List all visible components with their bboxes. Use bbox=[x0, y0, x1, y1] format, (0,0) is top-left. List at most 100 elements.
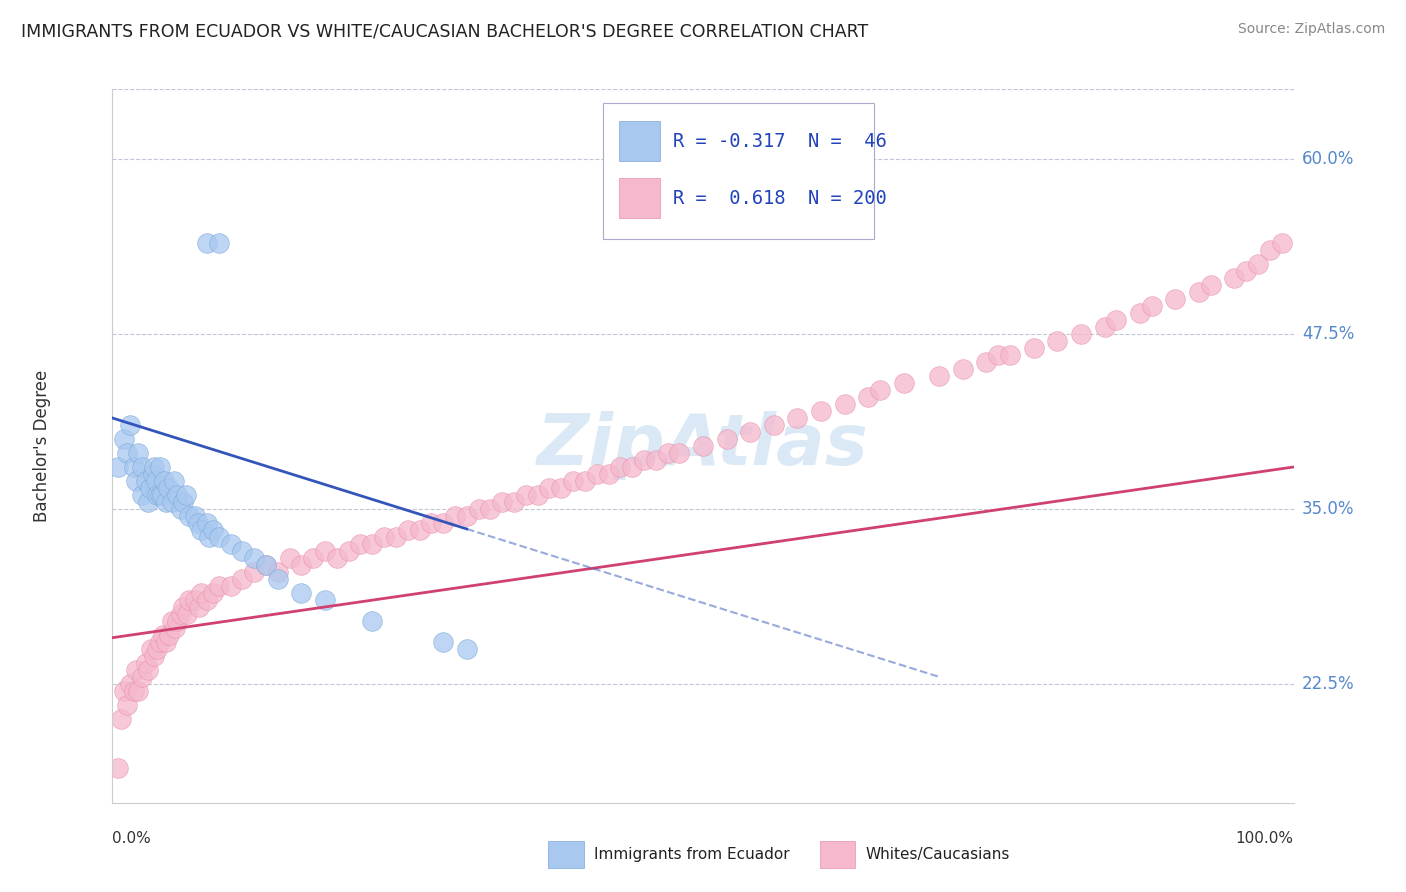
Point bbox=[156, 481, 179, 495]
Point bbox=[149, 460, 172, 475]
Point bbox=[432, 516, 454, 530]
Text: Whites/Caucasians: Whites/Caucasians bbox=[866, 847, 1011, 862]
Point bbox=[290, 586, 312, 600]
Text: Immigrants from Ecuador: Immigrants from Ecuador bbox=[595, 847, 790, 862]
Point bbox=[131, 460, 153, 475]
Point bbox=[172, 495, 194, 509]
Point bbox=[160, 495, 183, 509]
Point bbox=[585, 467, 607, 481]
FancyBboxPatch shape bbox=[619, 178, 661, 219]
Point bbox=[987, 348, 1010, 362]
Point bbox=[179, 508, 201, 523]
FancyBboxPatch shape bbox=[603, 103, 875, 239]
Point bbox=[420, 516, 443, 530]
Point bbox=[190, 523, 212, 537]
Point bbox=[149, 488, 172, 502]
Point bbox=[174, 488, 197, 502]
Point bbox=[491, 495, 513, 509]
Point bbox=[1094, 320, 1116, 334]
Point bbox=[231, 544, 253, 558]
Point bbox=[1140, 299, 1163, 313]
Point bbox=[184, 593, 207, 607]
Point bbox=[1188, 285, 1211, 299]
Point bbox=[243, 565, 266, 579]
Point bbox=[893, 376, 915, 390]
Point bbox=[621, 460, 644, 475]
Point bbox=[432, 635, 454, 649]
Point bbox=[219, 579, 242, 593]
Point bbox=[142, 467, 165, 481]
Point bbox=[112, 684, 135, 698]
Point bbox=[278, 550, 301, 565]
Point bbox=[952, 362, 974, 376]
Point bbox=[644, 453, 666, 467]
Point bbox=[195, 593, 218, 607]
Point bbox=[122, 460, 145, 475]
Text: Bachelor's Degree: Bachelor's Degree bbox=[32, 370, 51, 522]
Point bbox=[598, 467, 620, 481]
FancyBboxPatch shape bbox=[619, 120, 661, 161]
Point bbox=[976, 355, 998, 369]
Point bbox=[131, 488, 153, 502]
Point bbox=[146, 488, 169, 502]
Point bbox=[633, 453, 655, 467]
Point bbox=[160, 614, 183, 628]
Point bbox=[139, 481, 162, 495]
Point bbox=[609, 460, 631, 475]
Point bbox=[254, 558, 277, 572]
Point bbox=[186, 516, 208, 530]
Point bbox=[657, 446, 679, 460]
Point bbox=[198, 530, 221, 544]
Point bbox=[166, 488, 188, 502]
Point bbox=[115, 698, 138, 712]
Point bbox=[302, 550, 325, 565]
Point bbox=[408, 523, 430, 537]
FancyBboxPatch shape bbox=[820, 841, 855, 868]
Point bbox=[254, 558, 277, 572]
Point bbox=[107, 460, 129, 475]
Point bbox=[141, 641, 163, 656]
Point bbox=[149, 635, 172, 649]
Point bbox=[314, 593, 336, 607]
Point bbox=[107, 761, 129, 775]
Point bbox=[166, 614, 188, 628]
Text: R =  0.618  N = 200: R = 0.618 N = 200 bbox=[673, 189, 887, 208]
Point bbox=[172, 599, 194, 614]
Point bbox=[176, 607, 198, 621]
Point bbox=[208, 579, 231, 593]
Point bbox=[716, 432, 738, 446]
Point bbox=[125, 474, 148, 488]
Text: 100.0%: 100.0% bbox=[1236, 831, 1294, 847]
Point bbox=[810, 404, 832, 418]
Text: 35.0%: 35.0% bbox=[1302, 500, 1354, 518]
Text: ZipAtlas: ZipAtlas bbox=[537, 411, 869, 481]
Point bbox=[142, 460, 165, 475]
Point bbox=[127, 446, 149, 460]
Point bbox=[179, 593, 201, 607]
Point bbox=[152, 628, 174, 642]
Point bbox=[127, 684, 149, 698]
Point bbox=[998, 348, 1021, 362]
Text: 47.5%: 47.5% bbox=[1302, 325, 1354, 343]
Point bbox=[163, 474, 186, 488]
Point bbox=[187, 599, 209, 614]
Point bbox=[314, 544, 336, 558]
Point bbox=[1199, 278, 1222, 293]
Point bbox=[337, 544, 360, 558]
Point bbox=[361, 537, 384, 551]
Point bbox=[219, 537, 242, 551]
Text: 0.0%: 0.0% bbox=[112, 831, 152, 847]
Point bbox=[290, 558, 312, 572]
Point bbox=[740, 425, 762, 439]
Point bbox=[503, 495, 526, 509]
Point bbox=[201, 523, 224, 537]
Point bbox=[1223, 271, 1246, 285]
Point bbox=[456, 508, 478, 523]
Point bbox=[385, 530, 408, 544]
Point bbox=[550, 481, 572, 495]
Point bbox=[165, 621, 187, 635]
Point bbox=[1046, 334, 1069, 348]
Point bbox=[155, 495, 177, 509]
Point bbox=[135, 474, 157, 488]
Point bbox=[1129, 306, 1152, 320]
